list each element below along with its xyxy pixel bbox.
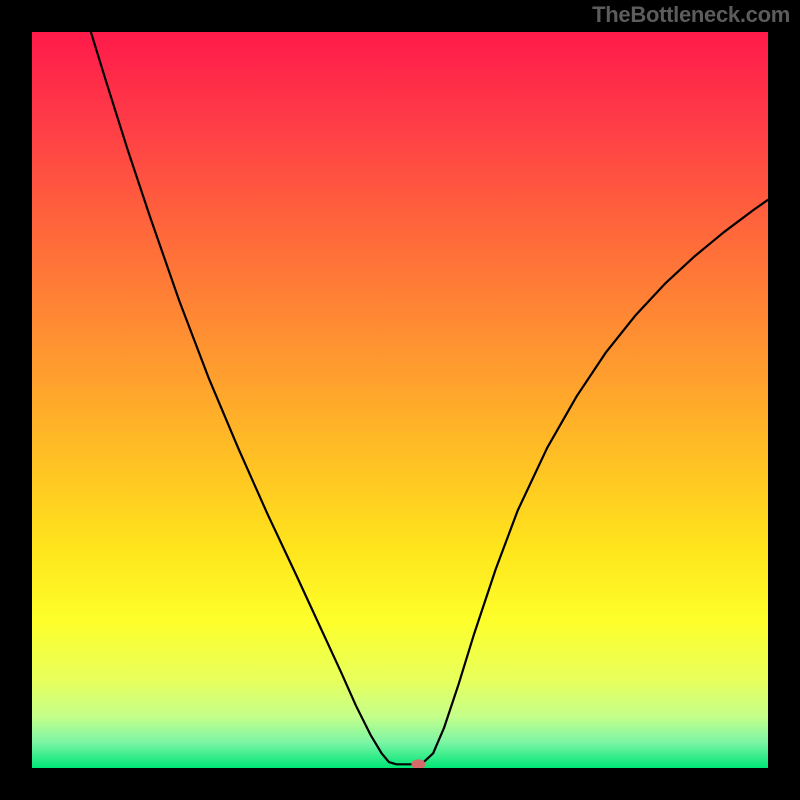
chart-container: TheBottleneck.com — [0, 0, 800, 800]
chart-svg — [32, 32, 768, 768]
gradient-background — [32, 32, 768, 768]
plot-area — [32, 32, 768, 768]
watermark-text: TheBottleneck.com — [592, 2, 790, 28]
